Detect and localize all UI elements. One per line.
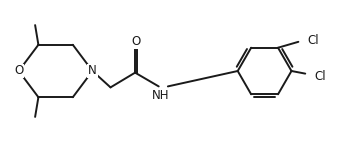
Text: O: O xyxy=(131,35,141,48)
Text: N: N xyxy=(88,64,97,78)
Text: NH: NH xyxy=(152,89,169,102)
Text: Cl: Cl xyxy=(315,70,326,83)
Text: O: O xyxy=(14,64,24,78)
Text: Cl: Cl xyxy=(308,34,319,47)
